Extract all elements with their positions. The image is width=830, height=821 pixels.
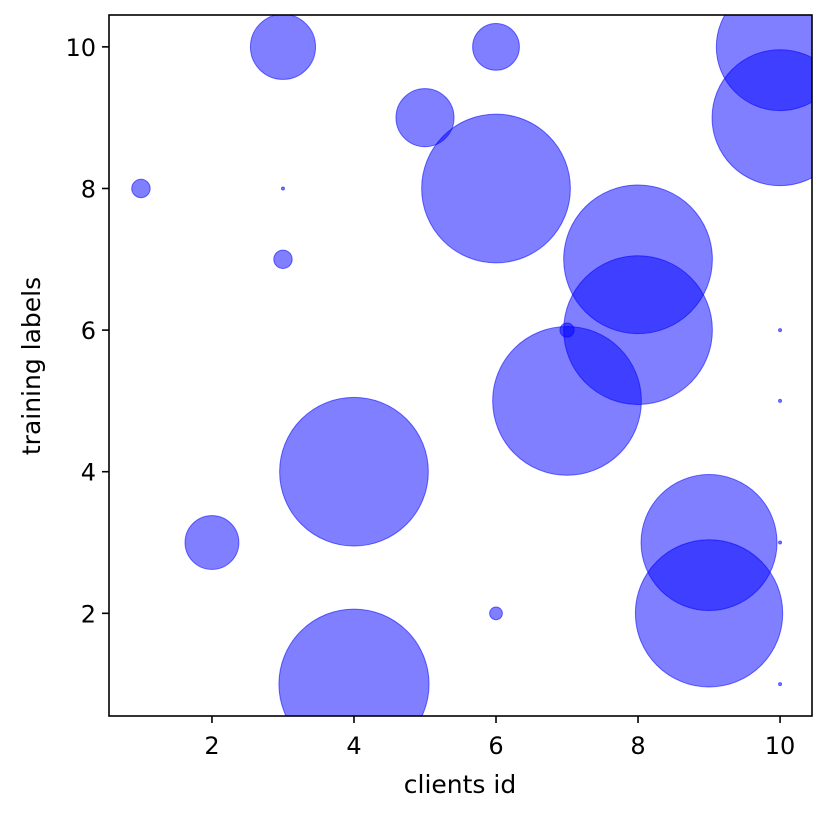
x-tick-label: 6: [488, 732, 503, 760]
data-point: [280, 186, 285, 191]
data-point: [563, 255, 713, 405]
data-point: [184, 515, 240, 570]
y-tick-label: 8: [81, 175, 96, 203]
x-axis-title: clients id: [404, 770, 516, 799]
data-point: [778, 540, 783, 545]
data-point: [634, 539, 784, 688]
data-point: [489, 606, 503, 621]
x-tick-label: 8: [630, 732, 645, 760]
data-point: [778, 398, 783, 403]
y-tick-label: 4: [81, 459, 96, 487]
x-tick-label: 2: [204, 732, 219, 760]
x-tick-label: 4: [346, 732, 361, 760]
y-axis-ticks: 2 4 6 8 10: [65, 34, 109, 628]
plot-area-frame: [108, 14, 813, 717]
data-point: [778, 328, 783, 333]
bubble-layer: [131, 15, 812, 716]
y-tick-label: 6: [81, 317, 96, 345]
y-tick-label: 2: [81, 600, 96, 628]
data-point: [278, 608, 430, 716]
data-point: [421, 113, 571, 264]
y-tick-label: 10: [65, 34, 96, 62]
y-axis-title: training labels: [17, 277, 46, 455]
data-point: [131, 178, 151, 199]
data-point: [249, 15, 317, 80]
x-tick-label: 10: [765, 732, 796, 760]
data-point: [711, 49, 812, 187]
x-axis-ticks: 2 4 6 8 10: [204, 716, 795, 760]
data-point: [778, 682, 783, 687]
data-point: [273, 249, 293, 270]
data-point: [395, 88, 455, 148]
data-point: [279, 396, 429, 547]
data-point: [472, 22, 520, 71]
